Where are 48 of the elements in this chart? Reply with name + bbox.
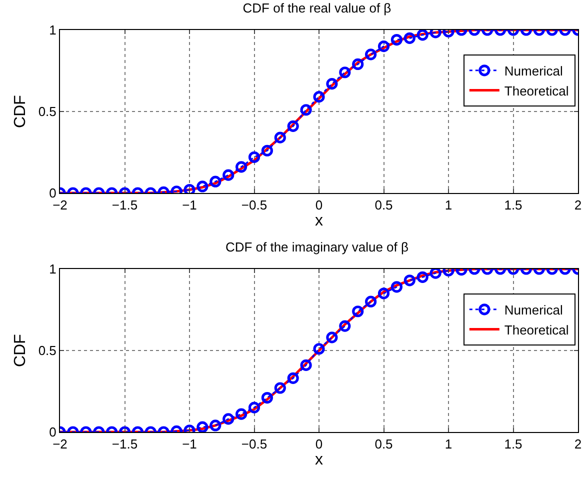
point [248, 151, 260, 163]
y-axis-title: CDF [12, 334, 30, 367]
legend-label: Numerical [504, 302, 564, 318]
point [339, 66, 351, 78]
x-tick-label: 1 [444, 198, 452, 213]
x-tick-label: −1 [182, 198, 197, 213]
point [326, 78, 338, 90]
point [261, 144, 273, 156]
point [300, 104, 312, 116]
point [184, 184, 196, 193]
point [287, 120, 299, 132]
chart-title: CDF of the real value of β [242, 0, 392, 16]
y-tick-label: 0.5 [38, 104, 56, 120]
legend-label: Theoretical [504, 322, 569, 338]
x-tick-label: −1 [182, 436, 197, 452]
x-tick-label: 1.5 [504, 198, 522, 213]
x-tick-label: −1.5 [112, 198, 138, 213]
legend-label: Theoretical [504, 83, 569, 98]
point [274, 382, 286, 394]
x-tick-label: 0.5 [374, 198, 393, 213]
point [300, 359, 312, 371]
x-axis-title: x [315, 212, 323, 230]
x-tick-label: −0.5 [241, 198, 268, 213]
x-tick-label: 0.5 [374, 436, 393, 452]
point [352, 306, 364, 318]
legend-label: Numerical [504, 63, 564, 78]
point [313, 91, 325, 103]
x-tick-label: 1.5 [504, 436, 522, 452]
line-series [60, 30, 578, 193]
point [287, 372, 299, 384]
x-tick-label: 2 [574, 198, 582, 213]
y-tick-label: 1 [49, 22, 56, 38]
y-tick-label: 1 [49, 262, 56, 277]
y-tick-label: 0.5 [38, 343, 56, 358]
point [339, 320, 351, 332]
x-axis-title: x [315, 452, 323, 469]
point [313, 343, 325, 355]
chart-title: CDF of the imaginary value of β [225, 240, 409, 255]
x-tick-label: 0 [315, 436, 323, 452]
point [326, 332, 338, 344]
point [274, 132, 286, 144]
x-tick-label: −0.5 [241, 436, 268, 452]
line-series [60, 269, 578, 432]
x-tick-label: 2 [574, 436, 582, 452]
x-tick-label: −1.5 [112, 436, 138, 452]
x-tick-label: 1 [444, 436, 452, 452]
y-axis-title: CDF [12, 94, 30, 128]
x-tick-label: 0 [315, 198, 323, 213]
